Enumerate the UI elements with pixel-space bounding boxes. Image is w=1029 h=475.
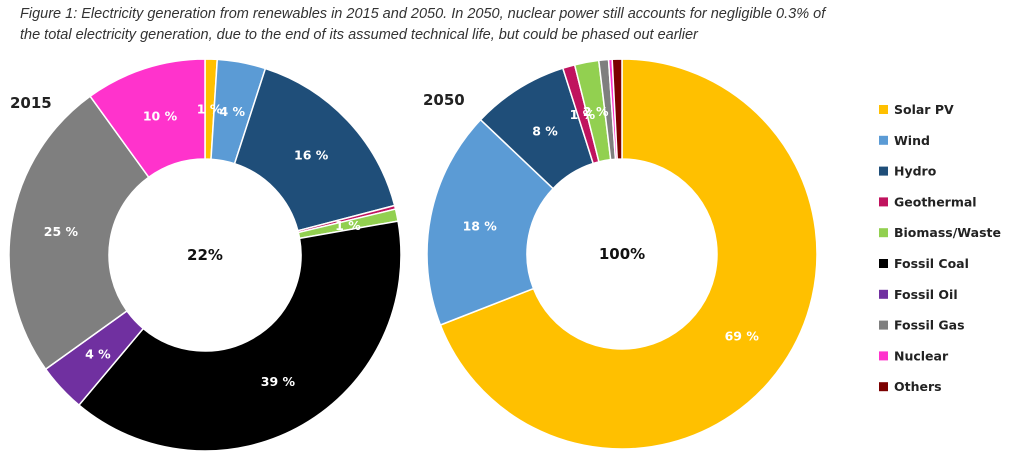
center-label-2015: 22%	[187, 246, 223, 264]
legend-swatch-fossil-gas	[879, 320, 888, 330]
slice-label-2050-wind: 18 %	[463, 219, 498, 234]
center-label-2050: 100%	[599, 245, 645, 263]
chart-title-2015: 2015	[10, 94, 52, 112]
legend-label-fossil-coal: Fossil Coal	[894, 256, 969, 271]
slice-label-2015-biomass-waste: 1 %	[335, 218, 361, 233]
slice-label-2015-fossil-coal: 39 %	[261, 374, 296, 389]
caption-line-2: the total electricity generation, due to…	[20, 27, 698, 43]
legend-swatch-wind	[879, 135, 888, 145]
legend-label-others: Others	[894, 379, 942, 394]
slice-label-2015-hydro: 16 %	[294, 147, 329, 162]
slice-2015-fossil-coal	[77, 220, 402, 452]
figure-caption: Figure 1: Electricity generation from re…	[20, 4, 1000, 46]
legend-swatch-others	[879, 382, 888, 392]
legend-swatch-biomass-waste	[879, 228, 888, 238]
slice-label-2050-hydro: 8 %	[532, 124, 558, 139]
donut-chart-2050: 69 % 18 % 8 % 1 %2 % 2050 100%	[423, 58, 818, 450]
legend-swatch-fossil-coal	[879, 259, 888, 268]
slice-2050-others	[611, 58, 623, 160]
legend-label-solar-pv: Solar PV	[894, 102, 954, 117]
legend-label-wind: Wind	[894, 133, 930, 148]
slice-label-2050-geothermal: 1 %	[570, 107, 596, 122]
slice-2050-wind	[426, 118, 555, 326]
legend-label-nuclear: Nuclear	[894, 348, 949, 363]
legend-swatch-fossil-oil	[879, 289, 888, 299]
slice-2015-fossil-gas	[8, 95, 150, 371]
caption-line-1: Figure 1: Electricity generation from re…	[20, 6, 826, 22]
legend-label-fossil-gas: Fossil Gas	[894, 318, 965, 333]
slice-label-2015-wind: 4 %	[219, 104, 245, 119]
legend-label-hydro: Hydro	[894, 164, 937, 179]
legend-swatch-geothermal	[879, 197, 888, 207]
slice-label-2050-solar-pv: 69 %	[725, 328, 760, 343]
legend-swatch-nuclear	[879, 351, 888, 361]
slice-label-2050-biomass-waste: 2 %	[583, 104, 609, 119]
legend-label-biomass-waste: Biomass/Waste	[894, 225, 1001, 240]
slice-label-2015-solar-pv: 1 %	[197, 102, 223, 117]
slice-label-2015-fossil-oil: 4 %	[85, 347, 111, 362]
slice-2015-nuclear	[89, 58, 206, 179]
legend-swatch-hydro	[879, 166, 888, 176]
slice-2050-solar-pv	[439, 58, 818, 450]
legend-label-fossil-oil: Fossil Oil	[894, 287, 958, 302]
chart-title-2050: 2050	[423, 91, 465, 109]
slice-2015-hydro	[233, 67, 396, 232]
legend-label-geothermal: Geothermal	[894, 194, 977, 209]
slice-label-2015-fossil-gas: 25 %	[44, 224, 79, 239]
chart-legend: Solar PV Wind Hydro Geothermal Biomass/Waste…	[879, 102, 1001, 394]
slice-label-2015-nuclear: 10 %	[143, 109, 178, 124]
legend-swatch-solar-pv	[879, 105, 888, 114]
